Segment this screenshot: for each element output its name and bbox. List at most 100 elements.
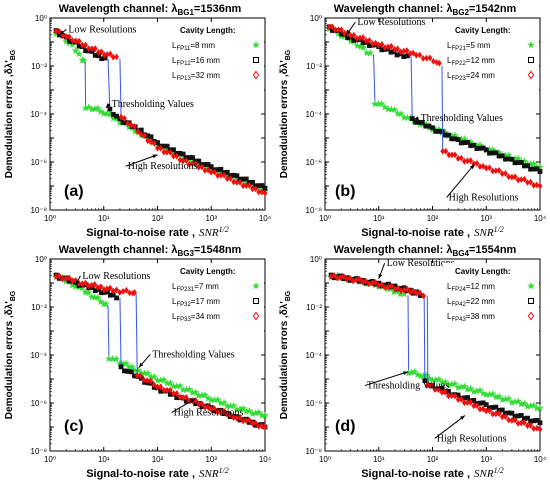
legend-sub: FP24 <box>451 287 466 293</box>
data-point <box>458 395 464 403</box>
data-point <box>259 183 265 188</box>
y-tick-label: 10⁻⁶ <box>31 399 47 408</box>
data-point <box>145 133 151 139</box>
x-axis-label: Signal-to-noise rate , SNR1/2 <box>361 466 504 480</box>
data-point <box>148 138 154 146</box>
legend-l: L <box>447 312 452 321</box>
data-point <box>83 48 88 53</box>
legend-title: Cavity Length: <box>455 267 511 276</box>
data-point <box>452 151 458 159</box>
arrow-head <box>378 273 383 279</box>
data-point <box>413 289 419 297</box>
legend-entry-label: LFP21=5 mm <box>447 41 491 52</box>
chart-title: Wavelength channel: λBG1=1536nm <box>59 3 242 17</box>
data-point <box>449 136 455 142</box>
data-point <box>221 408 227 415</box>
x-label-text: Signal-to-noise rate , <box>361 468 470 480</box>
y-label-text: Demodulation errors ,δλ' <box>279 301 290 419</box>
data-point <box>53 273 59 280</box>
data-point <box>509 173 515 181</box>
data-point <box>185 385 194 393</box>
data-point <box>503 156 508 162</box>
data-point <box>208 405 214 413</box>
data-point <box>515 413 521 419</box>
data-point <box>354 34 360 42</box>
annotation: High Resolutions <box>125 154 198 172</box>
y-tick-label: 10⁻⁶ <box>306 399 322 408</box>
legend-sub: FP33 <box>176 317 191 323</box>
data-point <box>254 408 263 416</box>
data-point <box>493 167 499 175</box>
data-point <box>250 179 255 185</box>
annotation-arrow <box>364 371 409 387</box>
data-point <box>410 367 419 376</box>
data-point <box>110 53 116 61</box>
data-point <box>63 275 69 282</box>
y-label-text: Demodulation errors ,δλ' <box>279 60 290 178</box>
data-point <box>398 48 404 56</box>
y-tick-label: 10⁻⁸ <box>306 447 323 456</box>
data-point <box>405 53 410 59</box>
data-point <box>426 123 432 129</box>
data-point <box>155 383 160 391</box>
data-point <box>221 171 227 179</box>
data-point <box>92 288 98 294</box>
data-point <box>342 29 347 37</box>
data-point <box>158 383 164 391</box>
legend-sub: FP22 <box>451 61 466 67</box>
data-point <box>416 119 422 125</box>
data-point <box>394 52 400 58</box>
series-fp231 <box>52 273 269 419</box>
legend-entry-label: LFP43=38 mm <box>447 312 495 323</box>
data-point <box>499 413 505 421</box>
data-point <box>509 410 515 416</box>
threshold-line <box>119 58 122 117</box>
data-point <box>92 52 98 58</box>
data-point <box>212 405 217 413</box>
y-label-sub: BG <box>285 290 292 301</box>
data-point <box>461 395 467 401</box>
legend-sub: FP23 <box>451 76 466 82</box>
legend-marker <box>527 281 535 290</box>
legend-diamond <box>252 311 260 321</box>
annotation-text: Low Resolutions <box>68 24 136 35</box>
arrow-head <box>460 415 465 420</box>
x-tick-label: 10¹ <box>98 455 110 464</box>
data-point <box>515 160 521 166</box>
data-point <box>474 146 480 151</box>
data-point <box>132 289 137 296</box>
data-point <box>231 414 237 422</box>
data-point <box>434 59 440 66</box>
data-point <box>93 104 102 112</box>
data-point <box>104 51 110 58</box>
x-axis-label: Signal-to-noise rate , SNR1/2 <box>361 225 504 239</box>
legend-entry-label: LFP24=12 mm <box>447 282 495 293</box>
x-tick-label: 10² <box>152 455 164 464</box>
data-point <box>512 413 518 419</box>
legend-l: L <box>447 297 452 306</box>
y-tick-label: 10⁻⁴ <box>30 110 47 119</box>
data-point <box>468 157 474 164</box>
data-point <box>201 391 209 399</box>
legend-value: =12 mm <box>466 282 495 291</box>
title-prefix: Wavelength channel: λ <box>334 244 453 256</box>
data-point <box>487 150 492 156</box>
y-tick-label: 10⁰ <box>35 255 47 264</box>
data-point <box>461 140 467 145</box>
data-point <box>446 151 452 159</box>
title-suffix: =1554nm <box>469 244 517 256</box>
data-point <box>99 290 104 296</box>
threshold-line <box>107 305 110 358</box>
data-point <box>66 278 72 284</box>
panel-b: Wavelength channel: λBG2=1542nm 10⁰ 10¹ 10²… <box>275 0 550 241</box>
data-point <box>262 189 268 197</box>
data-point <box>246 182 252 189</box>
data-point <box>252 40 260 49</box>
data-point <box>67 38 72 44</box>
data-point <box>504 394 513 402</box>
data-point <box>144 377 150 384</box>
legend-box <box>443 263 539 333</box>
data-point <box>483 402 489 408</box>
data-point <box>357 34 363 42</box>
